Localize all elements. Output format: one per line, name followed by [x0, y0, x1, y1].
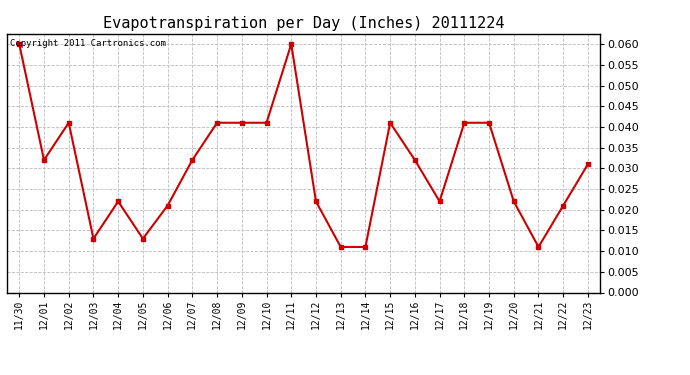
- Text: Copyright 2011 Cartronics.com: Copyright 2011 Cartronics.com: [10, 39, 166, 48]
- Title: Evapotranspiration per Day (Inches) 20111224: Evapotranspiration per Day (Inches) 2011…: [103, 16, 504, 31]
